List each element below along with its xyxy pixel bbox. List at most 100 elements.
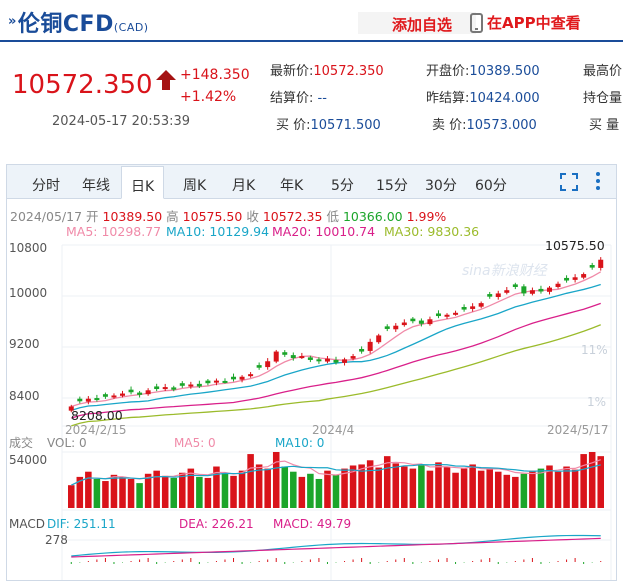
tab-5min[interactable]: 5分 (331, 178, 354, 194)
candle-body (265, 361, 271, 368)
candle-body (581, 274, 587, 278)
candle-body (427, 319, 433, 325)
candle-body (162, 387, 168, 390)
volume-bar (537, 468, 545, 508)
open-interest-field: 持仓量 (583, 91, 623, 106)
candle-body (196, 383, 202, 387)
volume-label: 成交 (9, 435, 33, 450)
tab-daily-k[interactable]: 日K (121, 166, 165, 199)
volume-bar (187, 468, 195, 508)
ma10-label: MA10: 10129.94 (166, 224, 270, 239)
candle-body (256, 365, 262, 368)
volume-bar (136, 483, 143, 508)
high-price-field: 最高价 (583, 64, 623, 79)
candle-body (376, 335, 382, 343)
candle-body (538, 288, 544, 292)
ma5-label: MA5: 10298.77 (66, 224, 162, 239)
volume-axis-top: 54000 (9, 453, 47, 467)
period-tabbar: 分时 年线 日K 周K 月K 年K 5分 15分 30分 60分 (7, 165, 616, 199)
tab-monthly-k[interactable]: 月K (232, 178, 256, 194)
candle-body (487, 294, 493, 297)
volume-bar (494, 471, 502, 508)
volume-bar (358, 464, 365, 508)
tab-60min[interactable]: 60分 (475, 178, 507, 194)
candle-body (470, 306, 476, 309)
macd-dif: DIF: 251.11 (47, 517, 116, 531)
ma5-line (71, 271, 602, 408)
settle-price-field: 结算价: -- (270, 91, 327, 106)
min-price-label: 8208.00 (71, 408, 123, 423)
volume-bar (144, 473, 152, 508)
volume-bar (452, 472, 459, 508)
tab-intraday[interactable]: 分时 (32, 178, 60, 194)
candle-body (154, 386, 160, 390)
tab-yearly-k[interactable]: 年K (280, 178, 304, 194)
fullscreen-icon[interactable] (559, 172, 579, 192)
buy-volume-field: 买 量 (589, 118, 620, 133)
candle-body (342, 359, 348, 363)
volume-bar (264, 468, 271, 508)
candle-body (213, 380, 219, 383)
more-options-icon[interactable] (595, 171, 601, 191)
view-in-app-button[interactable]: 在APP中查看 (470, 12, 581, 33)
candle-body (179, 383, 185, 386)
volume-bar (204, 477, 212, 508)
price-change: +148.350 +1.42% (180, 64, 250, 108)
macd-lines (70, 534, 602, 564)
candle-body (504, 290, 510, 293)
candle-body (85, 398, 91, 402)
volume-bar (119, 476, 126, 508)
macd-dea: DEA: 226.21 (179, 517, 254, 531)
add-watchlist-button[interactable]: 添加自选 (392, 16, 453, 34)
candle-body (495, 293, 501, 297)
volume-bar (418, 465, 425, 508)
change-percent: +1.42% (180, 89, 237, 105)
candle-body (239, 376, 245, 380)
candle-body (598, 259, 604, 268)
tab-30min[interactable]: 30分 (425, 178, 457, 194)
candle-body (555, 283, 561, 287)
tab-year-line[interactable]: 年线 (82, 178, 110, 194)
phone-icon (470, 12, 483, 33)
volume-bar (127, 478, 135, 508)
vol-ma5: MA5: 0 (174, 436, 216, 450)
volume-bar (477, 470, 485, 508)
volume-bar (213, 466, 220, 508)
volume-bar (298, 476, 306, 508)
candle-body (94, 398, 100, 401)
latest-price-field: 最新价:10572.350 (270, 64, 384, 79)
tab-weekly-k[interactable]: 周K (183, 178, 207, 194)
candle-body (521, 286, 527, 294)
volume-bar (503, 474, 511, 508)
volume-bar (102, 481, 109, 508)
candle-body (299, 356, 305, 359)
volume-bar (383, 456, 391, 508)
candle-body (418, 320, 424, 324)
kline-chart[interactable]: sina新浪财经 10800 10000 9200 8400 11% 1% 10… (7, 240, 616, 580)
volume-bar (196, 476, 203, 508)
volume-bar (469, 464, 476, 508)
candle-body (222, 380, 228, 383)
volume-bar (512, 476, 519, 508)
volume-bar (170, 477, 178, 508)
candle-body (350, 356, 356, 359)
price-axis-1: 10000 (9, 286, 47, 300)
candle-body (205, 380, 211, 384)
volume-bar (85, 471, 92, 508)
ohlc-info: 2024/05/17 开 10389.50 高 10575.50 收 10572… (10, 209, 447, 224)
tab-15min[interactable]: 15分 (376, 178, 408, 194)
ma30-line (71, 324, 601, 427)
volume-bar (324, 470, 331, 508)
volume-bar (529, 470, 536, 508)
volume-bar (272, 452, 280, 508)
date-axis-1: 2024/4 (312, 423, 354, 437)
candle-body (145, 390, 151, 395)
volume-bar (580, 454, 587, 508)
volume-bar (76, 476, 84, 508)
volume-bar (221, 472, 229, 508)
macd-dea-line (71, 537, 601, 558)
volume-bar (290, 471, 297, 508)
ask-price-field: 卖 价:10573.000 (432, 118, 537, 133)
pct-axis-1: 1% (587, 395, 606, 409)
vol-value: VOL: 0 (47, 436, 87, 450)
